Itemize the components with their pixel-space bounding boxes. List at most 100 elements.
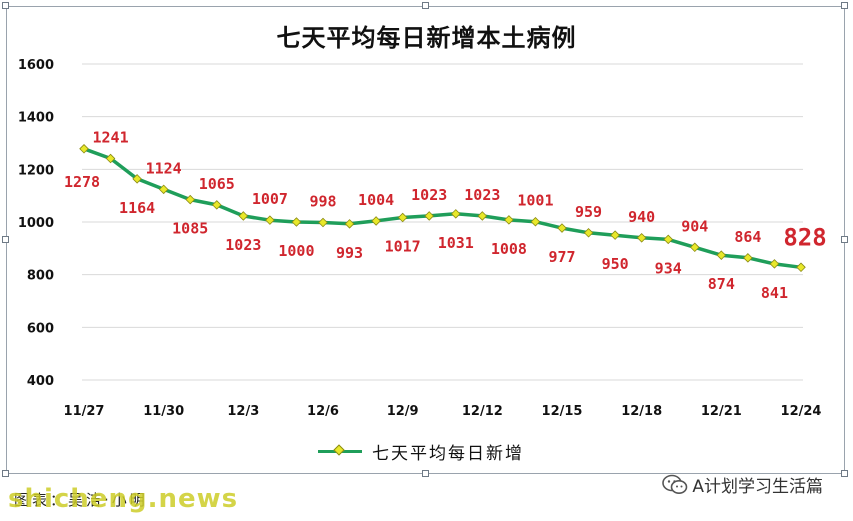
y-tick-label: 400 <box>27 374 54 389</box>
x-tick-label: 12/9 <box>387 404 419 419</box>
data-point <box>291 217 302 227</box>
data-point <box>690 242 700 253</box>
data-point <box>397 212 408 223</box>
data-label: 998 <box>309 193 336 211</box>
resize-handle-left[interactable] <box>2 236 9 243</box>
x-tick-label: 12/6 <box>307 404 339 419</box>
data-point <box>185 194 195 205</box>
data-point <box>212 200 222 210</box>
resize-handle-right[interactable] <box>841 236 848 243</box>
data-label: 1065 <box>199 175 235 193</box>
data-label: 1023 <box>411 186 447 204</box>
data-label: 1278 <box>64 173 100 191</box>
data-label: 959 <box>575 203 602 221</box>
data-point <box>716 250 727 260</box>
data-label: 874 <box>708 275 735 293</box>
data-label: 1000 <box>278 242 314 260</box>
data-point <box>477 211 488 221</box>
data-label: 1023 <box>464 186 500 204</box>
data-point-markers <box>79 144 806 273</box>
x-tick-label: 11/30 <box>143 404 184 419</box>
data-label: 950 <box>602 255 629 273</box>
data-label: 1001 <box>517 192 553 210</box>
x-tick-label: 12/18 <box>621 404 662 419</box>
data-labels: 1278 1241 1164 1124 1085 1065 1023 1007 1000 998 9… <box>64 129 827 302</box>
data-point <box>610 230 620 240</box>
data-point <box>636 233 647 243</box>
data-point <box>344 219 355 229</box>
data-label: 1164 <box>119 199 155 217</box>
data-point <box>796 262 806 273</box>
data-point <box>769 259 780 269</box>
data-point <box>557 223 567 233</box>
chart-title: 七天平均每日新增本土病例 <box>276 24 577 52</box>
y-axis-tick-labels: 400 600 800 1000 1200 1400 1600 <box>18 58 54 389</box>
data-label: 1124 <box>146 159 182 177</box>
x-tick-label: 12/3 <box>227 404 259 419</box>
resize-handle-top[interactable] <box>422 2 429 9</box>
data-label: 841 <box>761 284 788 302</box>
legend-marker-swatch <box>333 443 345 456</box>
watermark: shicheng.news <box>8 484 239 514</box>
data-label: 1008 <box>491 240 527 258</box>
data-point <box>265 215 275 225</box>
resize-handle-bottom[interactable] <box>422 470 429 477</box>
data-label: 864 <box>734 228 761 246</box>
data-label: 1007 <box>252 190 288 208</box>
data-label: 934 <box>655 259 682 277</box>
legend-label: 七天平均每日新增 <box>372 443 524 464</box>
data-point <box>530 216 541 227</box>
resize-handle-bottom-left[interactable] <box>2 470 9 477</box>
chart-credit: 图表：吴洁·小明 <box>14 491 148 509</box>
y-tick-label: 1600 <box>18 58 54 73</box>
x-tick-label: 12/15 <box>542 404 583 419</box>
x-axis-tick-labels: 11/27 11/30 12/3 12/6 12/9 12/12 12/15 12/18 12/… <box>64 404 822 419</box>
wechat-icon <box>662 474 688 494</box>
legend: 七天平均每日新增 <box>318 440 524 464</box>
data-label: 1023 <box>225 236 261 254</box>
data-point <box>105 153 116 164</box>
chart-frame <box>6 6 845 474</box>
data-point <box>158 184 169 195</box>
data-label: 1241 <box>92 129 128 147</box>
data-point <box>504 215 514 225</box>
resize-handle-top-left[interactable] <box>2 2 9 9</box>
resize-handle-bottom-right[interactable] <box>841 470 848 477</box>
data-point <box>238 211 249 221</box>
x-tick-label: 12/21 <box>701 404 742 419</box>
x-tick-label: 12/12 <box>462 404 503 419</box>
x-tick-label: 12/24 <box>781 404 822 419</box>
y-tick-label: 1000 <box>18 216 54 231</box>
data-point <box>743 253 753 263</box>
data-label: 828 <box>783 223 826 251</box>
data-point <box>583 228 594 238</box>
y-tick-label: 1400 <box>18 111 54 126</box>
series-layer <box>82 147 803 270</box>
y-tick-label: 1200 <box>18 163 54 178</box>
data-point <box>79 144 89 154</box>
data-point <box>318 217 328 228</box>
data-label: 940 <box>628 208 655 226</box>
data-label: 1017 <box>385 238 421 256</box>
data-point <box>451 209 461 219</box>
y-tick-label: 800 <box>27 269 54 284</box>
gridlines <box>82 63 803 381</box>
y-tick-label: 600 <box>27 321 54 336</box>
brand-badge: A计划学习生活篇 <box>662 472 823 497</box>
series-line <box>82 147 803 270</box>
x-tick-label: 11/27 <box>64 404 105 419</box>
data-point <box>132 174 142 184</box>
data-point <box>424 211 434 221</box>
data-point <box>663 234 673 245</box>
data-label: 1085 <box>172 220 208 238</box>
data-label: 993 <box>336 244 363 262</box>
resize-handle-top-right[interactable] <box>841 2 848 9</box>
brand-name: A计划学习生活篇 <box>692 477 823 497</box>
data-label: 1031 <box>438 234 474 252</box>
data-label: 1004 <box>358 191 394 209</box>
data-point <box>371 216 381 226</box>
data-label: 904 <box>681 217 708 235</box>
legend-line-swatch <box>318 443 362 456</box>
data-label: 977 <box>548 248 575 266</box>
